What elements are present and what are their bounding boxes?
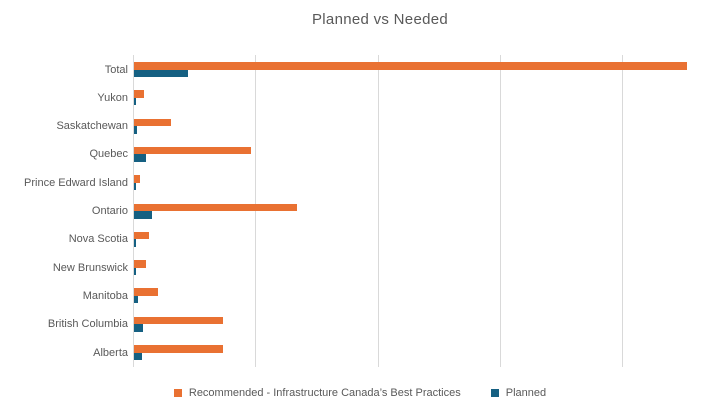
category-label: Yukon: [97, 91, 128, 104]
chart-title: Planned vs Needed: [311, 11, 449, 28]
bar-recommended: [134, 90, 144, 98]
bar-planned: [134, 211, 153, 219]
category-label: Prince Edward Island: [24, 176, 128, 189]
bar-recommended: [134, 260, 147, 268]
category-label: Nova Scotia: [68, 233, 128, 246]
legend-label: Recommended - Infrastructure Canada’s Be…: [188, 387, 461, 399]
bar-recommended: [134, 231, 149, 240]
category-label: Ontario: [91, 205, 128, 217]
bar-recommended: [134, 118, 171, 127]
x-gridline: [622, 55, 623, 367]
bar-planned: [134, 295, 138, 304]
category-label: British Columbia: [47, 318, 128, 331]
bar-recommended: [134, 175, 140, 183]
legend: Recommended - Infrastructure Canada’s Be…: [0, 387, 720, 399]
category-label: Manitoba: [82, 289, 128, 302]
x-gridline: [255, 55, 257, 367]
x-gridline: [499, 55, 501, 367]
bar-planned: [134, 352, 143, 360]
legend-swatch-icon: [173, 389, 182, 397]
bar-planned: [134, 69, 188, 77]
bar-planned: [134, 182, 136, 191]
bar-planned: [134, 239, 137, 247]
y-axis-line: [133, 55, 134, 367]
category-label: Saskatchewan: [56, 120, 128, 133]
bar-recommended: [134, 146, 252, 155]
category-label: Quebec: [89, 148, 128, 161]
bar-recommended: [134, 345, 224, 353]
bar-planned: [134, 154, 147, 162]
category-label: Alberta: [93, 346, 128, 359]
bar-recommended: [134, 288, 159, 296]
bar-recommended: [134, 203, 297, 211]
x-gridline: [377, 55, 379, 367]
category-label: New Brunswick: [52, 261, 128, 274]
legend-label: Planned: [505, 387, 547, 399]
legend-item-planned: Planned: [490, 387, 547, 399]
bar-planned: [134, 97, 136, 106]
legend-swatch-icon: [490, 389, 499, 397]
bar-planned: [134, 126, 138, 134]
category-label: Total: [104, 63, 128, 76]
bar-planned: [134, 324, 143, 332]
bar-recommended: [134, 316, 224, 325]
bar-recommended: [134, 62, 687, 70]
bar-planned: [134, 267, 136, 276]
legend-item-recommended: Recommended - Infrastructure Canada’s Be…: [173, 387, 461, 399]
